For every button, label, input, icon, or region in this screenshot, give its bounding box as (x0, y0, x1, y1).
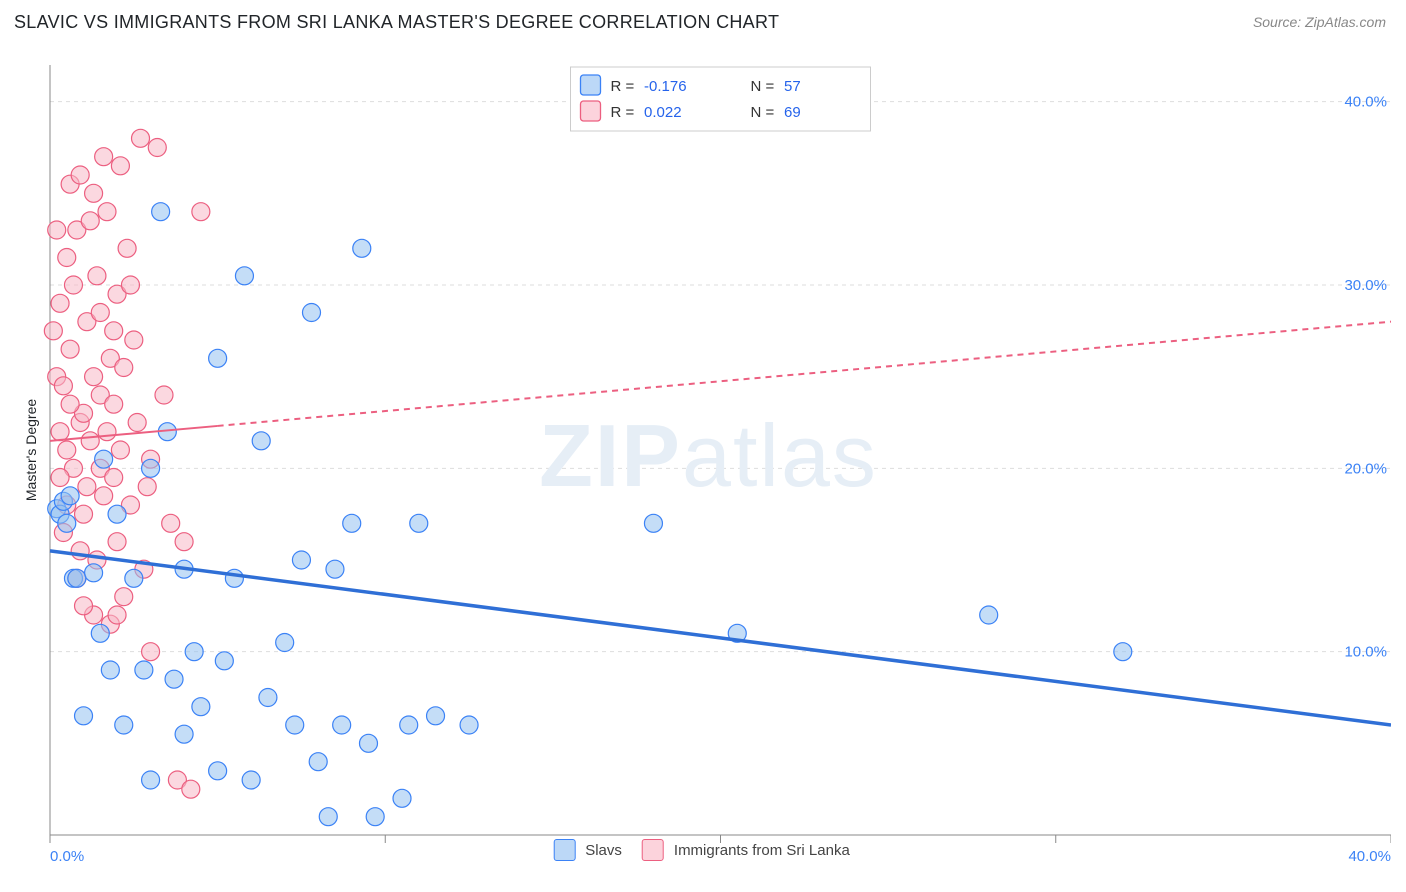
svg-text:R =: R = (611, 78, 635, 95)
svg-text:10.0%: 10.0% (1344, 644, 1387, 661)
chart-svg: 10.0% 20.0% 30.0% 40.0% 0.0% 40.0% Master's De… (26, 45, 1391, 867)
svg-text:20.0%: 20.0% (1344, 460, 1387, 477)
svg-text:0.0%: 0.0% (50, 848, 84, 865)
svg-text:-0.176: -0.176 (644, 78, 687, 95)
svg-text:40.0%: 40.0% (1344, 94, 1387, 111)
svg-text:30.0%: 30.0% (1344, 277, 1387, 294)
source-label: Source: ZipAtlas.com (1253, 14, 1386, 30)
chart-title: SLAVIC VS IMMIGRANTS FROM SRI LANKA MAST… (14, 12, 779, 33)
svg-text:Master's Degree: Master's Degree (26, 399, 39, 501)
svg-text:40.0%: 40.0% (1348, 848, 1391, 865)
legend-swatch (553, 839, 575, 861)
legend-label: Immigrants from Sri Lanka (674, 842, 850, 859)
svg-text:N =: N = (751, 78, 775, 95)
svg-text:0.022: 0.022 (644, 104, 682, 121)
svg-text:N =: N = (751, 104, 775, 121)
svg-text:57: 57 (784, 78, 801, 95)
legend-label: Slavs (585, 842, 622, 859)
scatter-chart: 10.0% 20.0% 30.0% 40.0% 0.0% 40.0% Master's De… (26, 45, 1391, 867)
legend-swatch (642, 839, 664, 861)
svg-text:R =: R = (611, 104, 635, 121)
bottom-legend: Slavs Immigrants from Sri Lanka (553, 839, 864, 861)
svg-text:69: 69 (784, 104, 801, 121)
